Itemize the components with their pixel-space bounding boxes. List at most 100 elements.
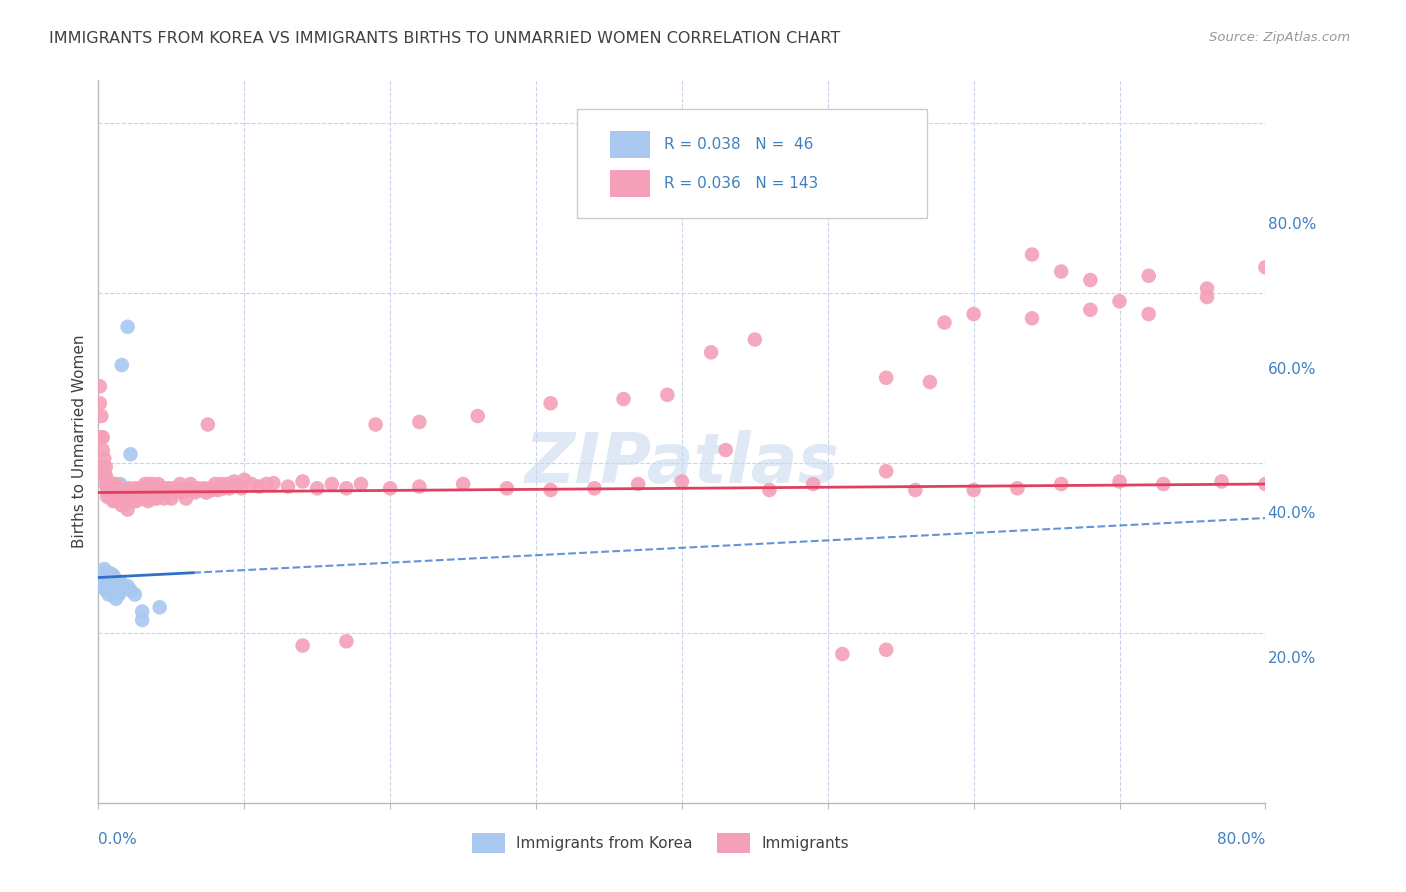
Point — [247, 480, 270, 494]
Point — [160, 481, 183, 495]
Point — [307, 481, 329, 495]
Point — [94, 574, 117, 589]
Point — [1137, 268, 1160, 283]
Point — [115, 494, 138, 508]
Point — [117, 483, 139, 497]
Point — [94, 477, 117, 491]
Point — [204, 477, 226, 491]
Point — [758, 483, 780, 497]
Point — [97, 579, 120, 593]
Bar — [717, 833, 749, 854]
Point — [934, 316, 956, 330]
Text: Source: ZipAtlas.com: Source: ZipAtlas.com — [1209, 31, 1350, 45]
Point — [94, 568, 117, 582]
FancyBboxPatch shape — [576, 109, 927, 218]
Point — [233, 473, 256, 487]
Point — [240, 477, 263, 491]
Point — [627, 477, 650, 491]
Point — [98, 490, 121, 504]
Point — [152, 485, 174, 500]
Point — [174, 491, 197, 506]
Point — [90, 430, 112, 444]
Point — [120, 483, 142, 497]
Point — [97, 588, 120, 602]
Point — [98, 574, 121, 589]
Point — [101, 568, 124, 582]
Point — [136, 494, 159, 508]
Point — [380, 481, 402, 495]
Point — [93, 468, 115, 483]
Bar — [610, 131, 651, 158]
Point — [96, 481, 118, 495]
Point — [128, 490, 150, 504]
Point — [136, 481, 159, 495]
Point — [128, 481, 150, 495]
Text: 0.0%: 0.0% — [98, 831, 138, 847]
Point — [142, 483, 165, 497]
Point — [875, 464, 897, 478]
Point — [350, 477, 373, 491]
Point — [1108, 294, 1130, 309]
Point — [148, 477, 170, 491]
Point — [801, 477, 824, 491]
Bar — [472, 833, 505, 854]
Point — [962, 307, 984, 321]
Point — [111, 579, 134, 593]
Point — [96, 490, 118, 504]
Point — [149, 600, 172, 615]
Point — [96, 570, 118, 584]
Point — [96, 473, 118, 487]
Point — [131, 605, 153, 619]
Point — [91, 566, 114, 581]
Point — [153, 481, 176, 495]
Point — [262, 476, 284, 491]
Text: ZIPatlas: ZIPatlas — [524, 430, 839, 497]
Point — [94, 460, 117, 475]
Point — [167, 483, 190, 497]
Point — [122, 494, 145, 508]
Point — [150, 481, 173, 495]
Point — [97, 485, 120, 500]
Point — [1050, 477, 1073, 491]
Point — [96, 574, 118, 589]
Point — [98, 579, 121, 593]
Point — [114, 494, 136, 508]
Point — [1137, 307, 1160, 321]
Point — [169, 477, 191, 491]
Text: R = 0.038   N =  46: R = 0.038 N = 46 — [665, 137, 814, 152]
Point — [165, 481, 187, 495]
Point — [134, 477, 156, 491]
Point — [120, 583, 142, 598]
Point — [671, 475, 693, 489]
Point — [110, 477, 132, 491]
Point — [207, 483, 229, 497]
Point — [904, 483, 927, 497]
Point — [104, 591, 127, 606]
Point — [254, 477, 277, 491]
Text: Immigrants from Korea: Immigrants from Korea — [516, 836, 693, 851]
Point — [118, 481, 141, 495]
Point — [97, 570, 120, 584]
Point — [170, 483, 193, 497]
Point — [149, 483, 172, 497]
Text: 80.0%: 80.0% — [1218, 831, 1265, 847]
Point — [120, 491, 142, 506]
Point — [195, 485, 218, 500]
Point — [124, 481, 146, 495]
Point — [91, 579, 114, 593]
Point — [183, 485, 205, 500]
Point — [103, 490, 125, 504]
Point — [496, 481, 519, 495]
Point — [146, 491, 169, 506]
Bar — [610, 169, 651, 197]
Point — [1021, 311, 1043, 326]
Text: R = 0.036   N = 143: R = 0.036 N = 143 — [665, 176, 818, 191]
Point — [114, 485, 136, 500]
Point — [197, 417, 219, 432]
Point — [201, 483, 224, 497]
Point — [451, 477, 474, 491]
Text: 80.0%: 80.0% — [1268, 218, 1316, 232]
Point — [181, 481, 204, 495]
Point — [112, 483, 135, 497]
Point — [101, 490, 124, 504]
